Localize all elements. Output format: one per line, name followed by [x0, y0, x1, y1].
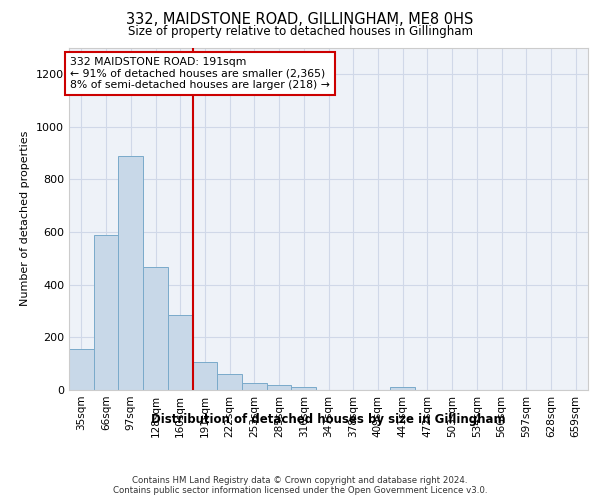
Bar [242, 383, 267, 390]
Text: Distribution of detached houses by size in Gillingham: Distribution of detached houses by size … [151, 412, 506, 426]
Bar [69, 349, 94, 390]
Text: 332, MAIDSTONE ROAD, GILLINGHAM, ME8 0HS: 332, MAIDSTONE ROAD, GILLINGHAM, ME8 0HS [127, 12, 473, 28]
Bar [217, 374, 242, 390]
Bar [168, 316, 193, 390]
Bar [143, 268, 168, 390]
Text: Size of property relative to detached houses in Gillingham: Size of property relative to detached ho… [128, 25, 473, 38]
Bar [118, 156, 143, 390]
Text: 332 MAIDSTONE ROAD: 191sqm
← 91% of detached houses are smaller (2,365)
8% of se: 332 MAIDSTONE ROAD: 191sqm ← 91% of deta… [70, 56, 330, 90]
Y-axis label: Number of detached properties: Number of detached properties [20, 131, 31, 306]
Bar [390, 388, 415, 390]
Bar [267, 384, 292, 390]
Text: Contains HM Land Registry data © Crown copyright and database right 2024.
Contai: Contains HM Land Registry data © Crown c… [113, 476, 487, 495]
Bar [292, 386, 316, 390]
Bar [94, 234, 118, 390]
Bar [193, 362, 217, 390]
